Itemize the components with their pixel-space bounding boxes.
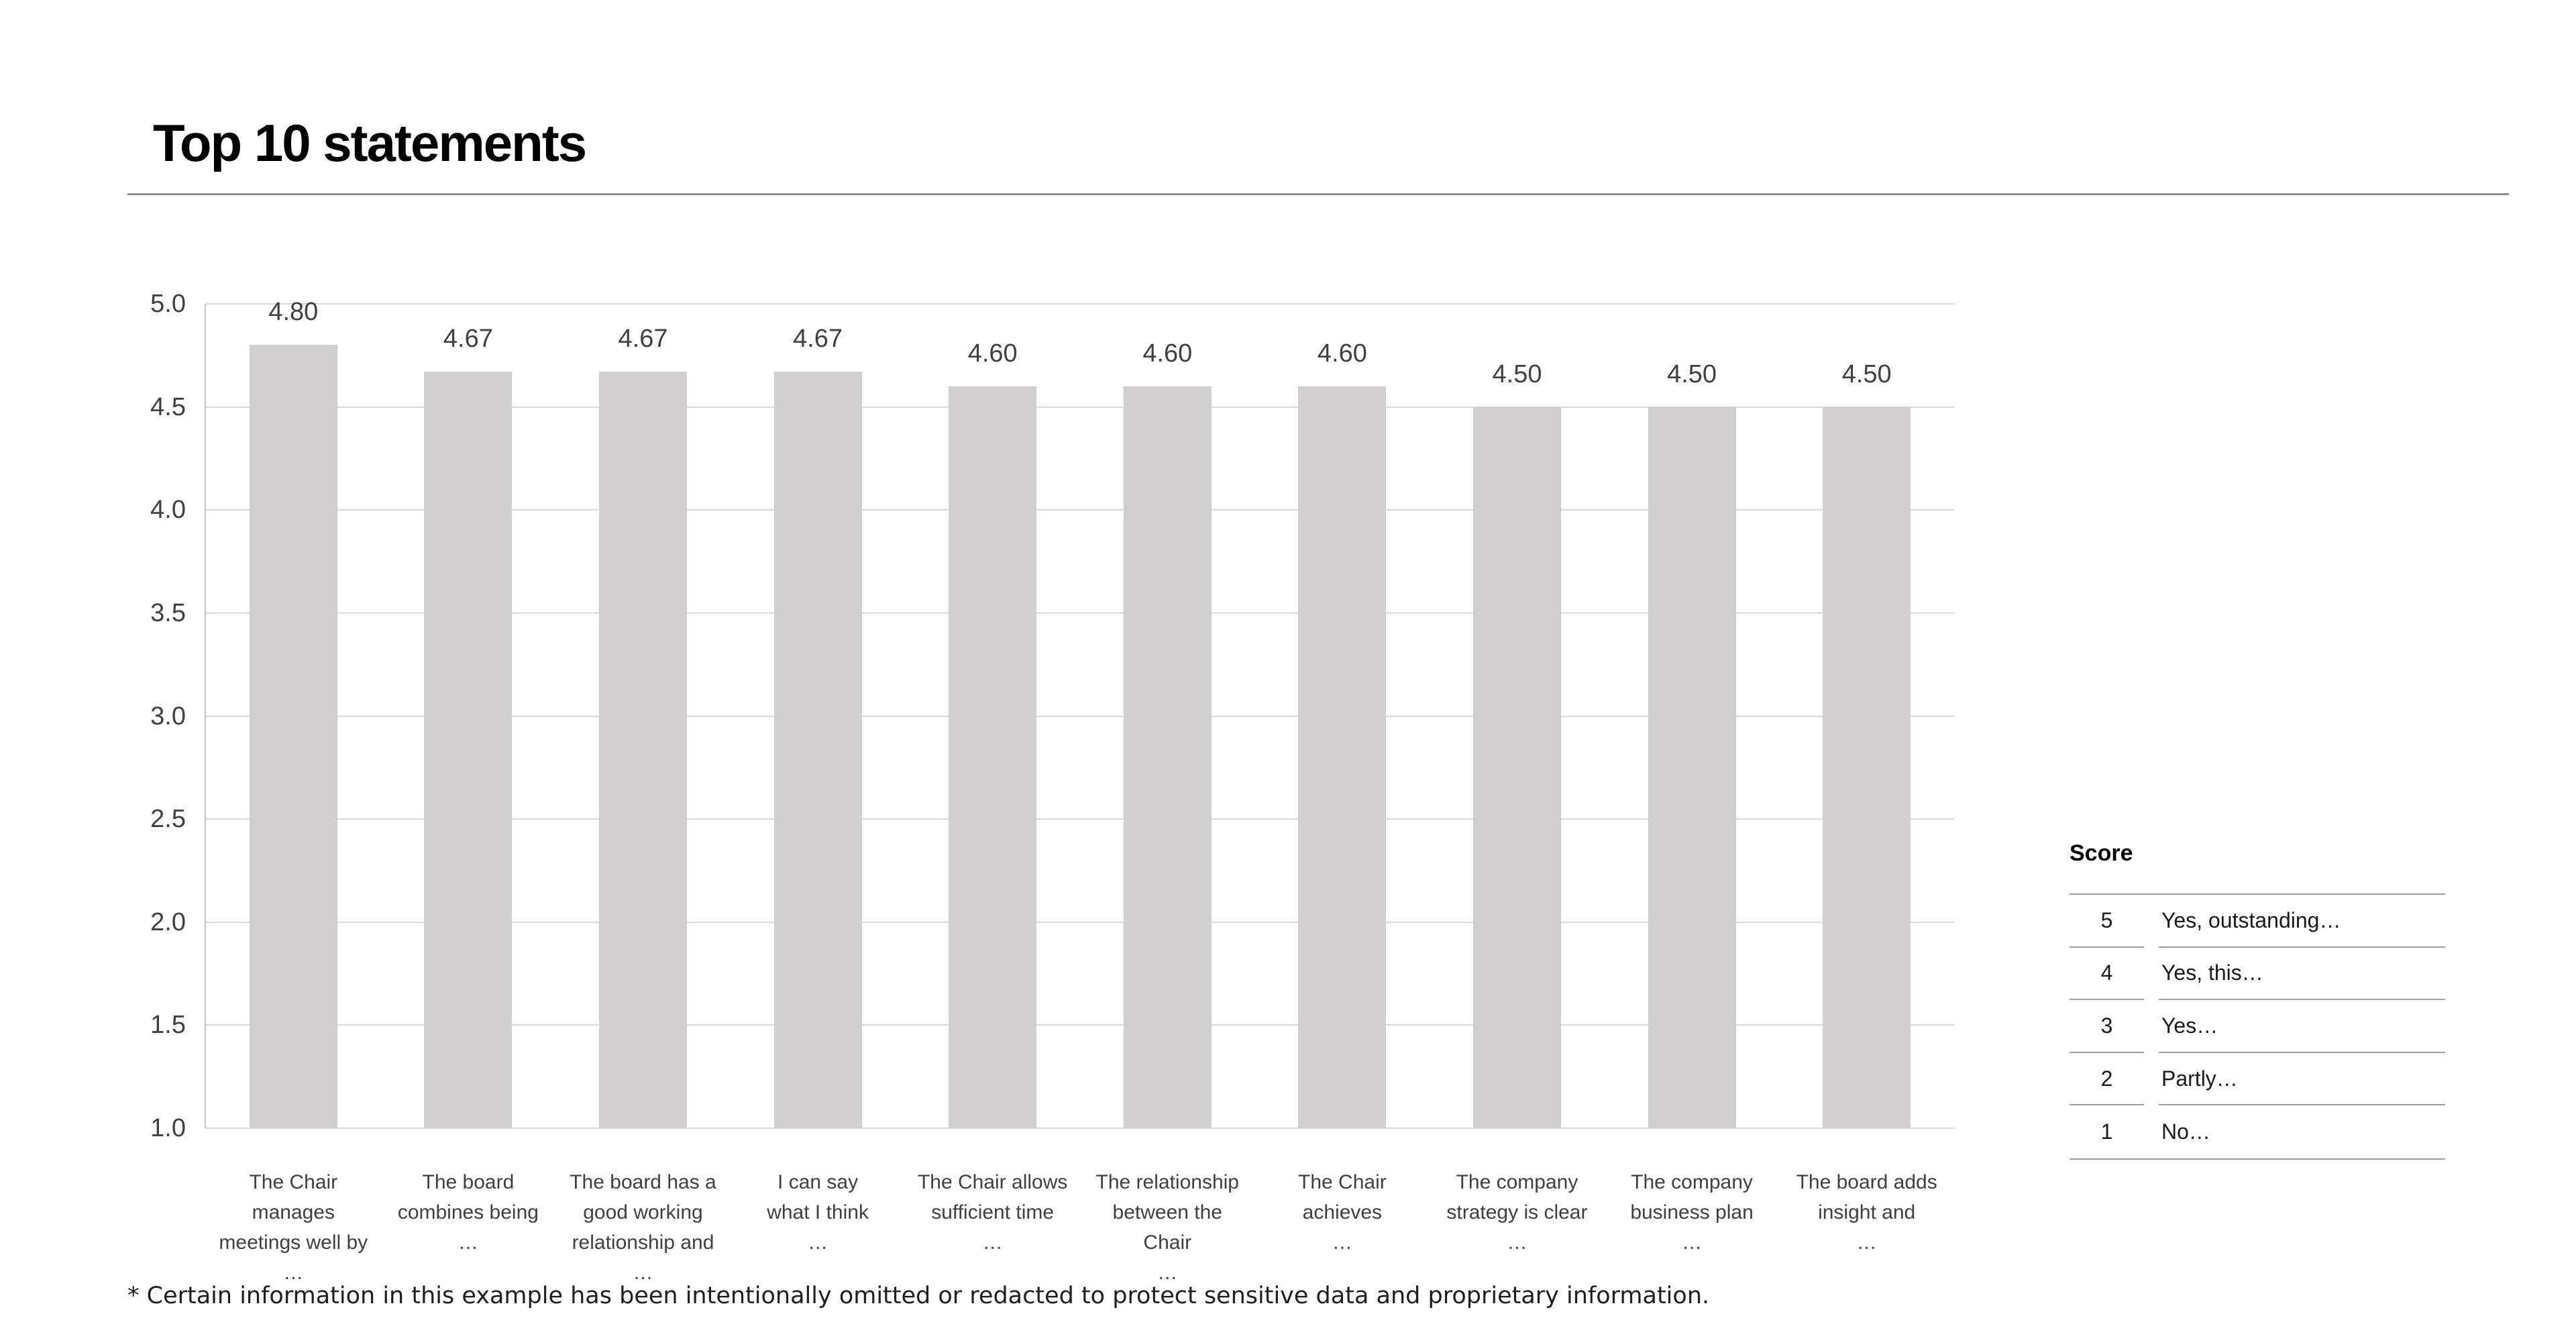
score-description: No… [2161, 1119, 2210, 1144]
score-legend: Score 5 Yes, outstanding… 4 Yes, this… 3 Yes…… [2070, 840, 2445, 1160]
y-axis-label: 3.5 [150, 598, 186, 627]
bar-value-label: 4.50 [1492, 360, 1542, 388]
bar [949, 386, 1037, 1128]
score-description: Yes… [2159, 1000, 2445, 1053]
x-axis-label: The company business plan… [1630, 1171, 1754, 1254]
bar-value-label: 4.67 [618, 325, 668, 353]
x-axis-label: The relationship between the Chair… [1095, 1171, 1239, 1284]
score-description: Yes, this… [2159, 948, 2445, 1001]
bar-chart-plot-area: 5.0 4.5 4.0 3.5 3.0 2.5 2.0 1.5 1.0 4.80 4.67 4.67 4… [150, 290, 1954, 1142]
bar-value-label: 4.60 [1317, 339, 1367, 368]
y-axis-label: 1.5 [150, 1011, 186, 1040]
score-legend-table: 5 Yes, outstanding… 4 Yes, this… 3 Yes… 2 Partl… [2070, 893, 2445, 1160]
gridline [206, 509, 1954, 511]
score-value: 5 [2070, 895, 2144, 948]
bar [1298, 386, 1387, 1128]
score-column-gap [2144, 1053, 2159, 1106]
score-row: 3 Yes… [2070, 1000, 2445, 1053]
page-title: Top 10 statements [153, 113, 587, 172]
score-row: 4 Yes, this… [2070, 948, 2445, 1001]
score-description: Yes, outstanding… [2159, 895, 2445, 948]
x-axis-label: The Chair manages meetings well by… [219, 1171, 368, 1284]
score-value: 3 [2070, 1000, 2144, 1053]
bar-value-label: 4.50 [1841, 360, 1892, 388]
gridline [206, 1024, 1954, 1026]
gridline [206, 1128, 1954, 1129]
score-column-gap [2144, 1000, 2159, 1053]
bar [249, 345, 337, 1128]
bar-value-label: 4.60 [1142, 339, 1193, 368]
y-axis-label: 4.5 [150, 392, 186, 421]
score-value: 1 [2100, 1119, 2113, 1144]
y-axis-label: 2.5 [150, 805, 186, 834]
x-axis-label: The board has a good working relationship … [570, 1171, 716, 1284]
bar-value-label: 4.60 [967, 339, 1018, 368]
y-axis-label: 4.0 [150, 496, 186, 525]
score-column-gap [2144, 1105, 2159, 1158]
score-row: 2 Partly… [2070, 1053, 2445, 1106]
score-column-gap [2144, 948, 2159, 1001]
x-axis-label: The Chair allows sufficient time… [917, 1171, 1068, 1254]
x-axis-label: The board adds insight and… [1796, 1171, 1937, 1254]
score-description: Partly… [2159, 1053, 2445, 1106]
score-value: 4 [2070, 948, 2144, 1001]
score-row: 5 Yes, outstanding… [2070, 895, 2445, 948]
gridline [206, 818, 1954, 820]
bar [1823, 406, 1911, 1128]
y-axis-line [205, 304, 206, 1128]
gridline [206, 921, 1954, 923]
bar [1123, 386, 1212, 1128]
gridline [206, 406, 1954, 408]
x-axis-labels: The Chair manages meetings well by… The bo… [206, 1167, 1954, 1288]
bar [424, 372, 513, 1128]
x-axis-label: The company strategy is clear… [1446, 1171, 1588, 1254]
x-axis-label: The Chair achieves… [1298, 1171, 1387, 1254]
bar-value-label: 4.80 [268, 298, 319, 327]
score-legend-title: Score [2070, 840, 2133, 866]
title-divider [127, 193, 2509, 195]
y-axis-label: 1.0 [150, 1114, 186, 1142]
gridline [206, 715, 1954, 717]
bar [1648, 406, 1736, 1128]
bar [773, 372, 862, 1128]
score-value: 2 [2070, 1053, 2144, 1106]
gridline [206, 612, 1954, 614]
y-axis-label: 3.0 [150, 702, 186, 730]
gridline [206, 303, 1954, 305]
bar-value-label: 4.50 [1667, 360, 1717, 388]
bar [599, 372, 687, 1128]
score-row: 1 No… [2070, 1105, 2445, 1158]
score-column-gap [2144, 895, 2159, 948]
bar-value-label: 4.67 [443, 325, 493, 353]
bar-value-label: 4.67 [793, 325, 843, 353]
bar [1473, 406, 1561, 1128]
y-axis-label: 2.0 [150, 908, 186, 936]
x-axis-label: The board combines being… [397, 1171, 539, 1254]
footnote: * Certain information in this example ha… [127, 1282, 1710, 1309]
y-axis-label: 5.0 [150, 290, 186, 318]
x-axis-label: I can say what I think… [767, 1171, 869, 1254]
